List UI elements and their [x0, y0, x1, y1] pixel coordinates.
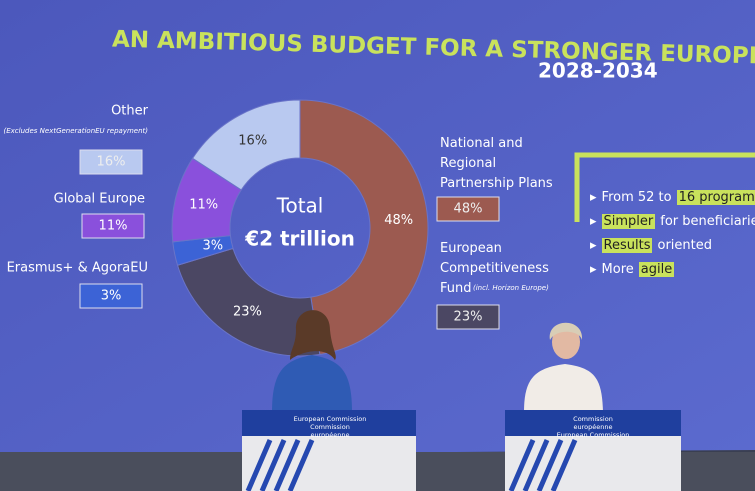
podium-line: European Commission [556, 431, 630, 439]
legend-line: Partnership Plans [440, 176, 553, 191]
legend-label: Global Europe [54, 192, 145, 207]
bullet: ▸ [590, 261, 597, 277]
legend-note: (Excludes NextGenerationEU repayment) [4, 127, 149, 135]
slice-label: 3% [203, 238, 224, 253]
slice-label: 11% [189, 198, 218, 213]
panel-highlight: Simpler [601, 213, 656, 229]
podium-top [242, 410, 416, 436]
legend-line: National and [440, 136, 523, 151]
legend-label: Other [111, 104, 149, 119]
podium-top [505, 410, 681, 436]
center-label: Total [276, 194, 324, 218]
podium-label: Commission européenne European Commission [553, 415, 633, 439]
donut-slice [191, 99, 301, 191]
panel-item: ▸ More agile [590, 257, 755, 281]
donut-slice [176, 247, 321, 357]
speaker-hair [549, 322, 583, 340]
panel-lead: From 52 to [601, 189, 672, 205]
speaker [272, 355, 352, 412]
bullet: ▸ [590, 189, 597, 205]
legend-value: 16% [97, 155, 126, 170]
podium-line: Commission européenne [573, 415, 613, 431]
legend-box [79, 283, 143, 309]
podium-label: European Commission Commission européenne [290, 415, 370, 439]
chart-subtitle: 2028-2034 [538, 59, 658, 83]
center-value: €2 trillion [244, 227, 355, 251]
legend-label: Erasmus+ & AgoraEU [7, 261, 148, 276]
legend-value: 48% [454, 202, 483, 217]
panel-highlight: Results [601, 237, 653, 253]
legend-line: Fund [440, 281, 472, 296]
legend-note: (incl. Horizon Europe) [473, 284, 549, 292]
speaker-hair [290, 310, 336, 360]
panel-item: ▸ Results oriented [590, 233, 755, 257]
legend-box [79, 149, 143, 175]
slice-label: 16% [238, 134, 267, 149]
legend-line: Competitiveness [440, 261, 549, 276]
podium-line: European Commission [293, 415, 367, 423]
legend-label: National and Regional Partnership Plans [440, 136, 553, 191]
legend-value: 23% [454, 310, 483, 325]
slice-label: 48% [384, 213, 413, 228]
panel-lead: More [601, 261, 634, 277]
podium-line: Commission européenne [310, 423, 350, 439]
panel-bracket [574, 152, 755, 222]
panel-item: ▸ Simpler for beneficiaries [590, 209, 755, 233]
podium-stripes [508, 439, 578, 491]
legend-line: Regional [440, 156, 496, 171]
legend-box [436, 196, 500, 222]
panel-rest: oriented [657, 237, 712, 253]
bullet: ▸ [590, 237, 597, 253]
podium-stripes [245, 439, 315, 491]
speaker-face [552, 325, 580, 359]
legend-value: 3% [101, 289, 122, 304]
panel-highlight: agile [638, 261, 675, 277]
donut: 48% 23% 3% 11% 16% [171, 99, 429, 357]
legend-value: 11% [99, 219, 128, 234]
donut-slice [299, 99, 429, 356]
bullet: ▸ [590, 213, 597, 229]
legend-label: European Competitiveness Fund [440, 241, 549, 296]
legend-box [81, 213, 145, 239]
panel-highlight: 16 programme [676, 189, 755, 205]
slice-label: 23% [233, 304, 262, 319]
legend-box [436, 304, 500, 330]
panel-rest: for beneficiaries [660, 213, 755, 229]
speaker [524, 364, 603, 412]
legend-line: European [440, 241, 502, 256]
